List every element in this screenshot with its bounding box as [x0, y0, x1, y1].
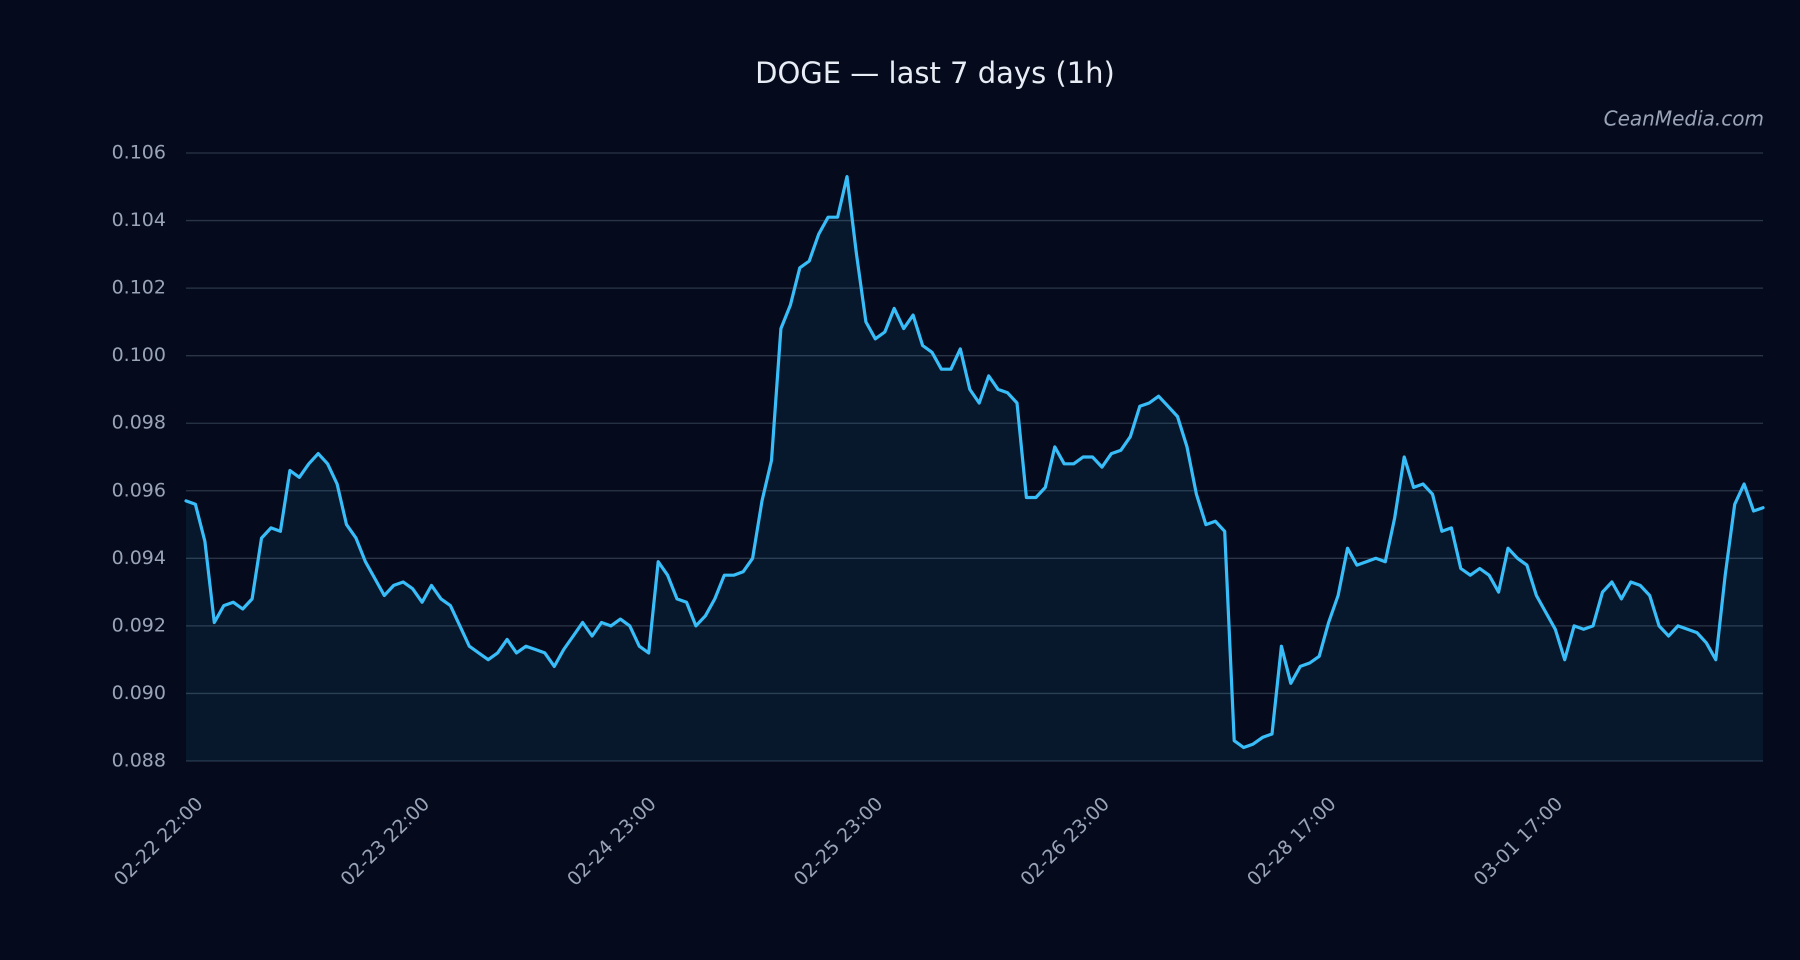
y-tick-label: 0.096 [112, 479, 166, 501]
line [184, 175, 1765, 750]
y-tick-label: 0.092 [112, 614, 166, 636]
y-tick-label: 0.098 [112, 412, 166, 434]
y-tick-label: 0.104 [112, 209, 166, 231]
y-tick-label: 0.102 [112, 277, 166, 299]
y-tick-label: 0.094 [112, 547, 166, 569]
y-tick-label: 0.100 [112, 344, 166, 366]
area [186, 176, 1763, 762]
y-tick-label: 0.106 [112, 142, 166, 164]
chart-title: DOGE — last 7 days (1h) [755, 56, 1115, 90]
watermark: CeanMedia.com [1604, 107, 1764, 131]
y-tick-label: 0.090 [112, 682, 166, 704]
y-tick-label: 0.088 [112, 750, 166, 772]
